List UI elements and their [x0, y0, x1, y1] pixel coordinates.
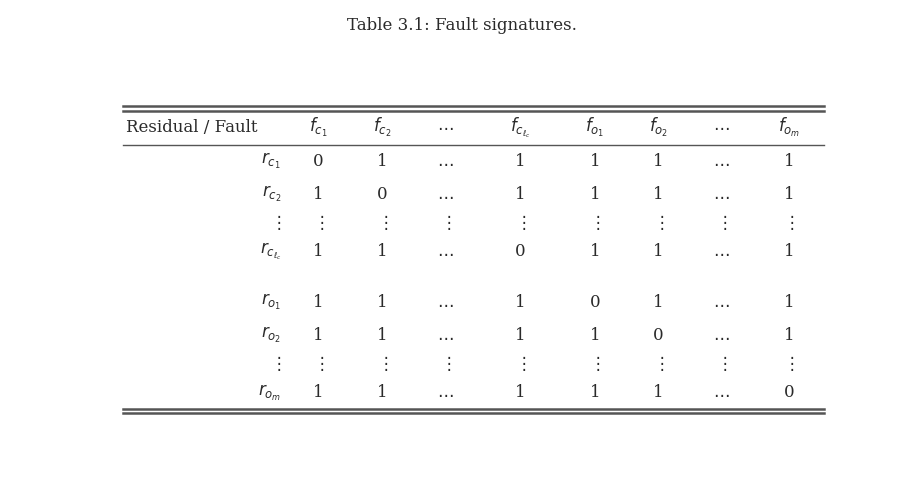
Text: $\cdots$: $\cdots$: [713, 120, 730, 136]
Text: 1: 1: [784, 294, 795, 311]
Text: $\vdots$: $\vdots$: [313, 354, 324, 373]
Text: 0: 0: [590, 294, 601, 311]
Text: $\ldots$: $\ldots$: [437, 185, 454, 203]
Text: 1: 1: [313, 243, 324, 260]
Text: 1: 1: [313, 384, 324, 401]
Text: 1: 1: [590, 243, 601, 260]
Text: Table 3.1: Fault signatures.: Table 3.1: Fault signatures.: [347, 17, 577, 34]
Text: $r_{o_m}$: $r_{o_m}$: [258, 382, 281, 402]
Text: $\vdots$: $\vdots$: [515, 354, 526, 373]
Text: $\ldots$: $\ldots$: [437, 294, 454, 311]
Text: $\ldots$: $\ldots$: [713, 384, 730, 401]
Text: $f_{o_m}$: $f_{o_m}$: [778, 116, 800, 140]
Text: 1: 1: [313, 294, 324, 311]
Text: 1: 1: [653, 243, 663, 260]
Text: $r_{c_{\ell_c}}$: $r_{c_{\ell_c}}$: [260, 241, 281, 262]
Text: $f_{c_2}$: $f_{c_2}$: [372, 116, 392, 140]
Text: $\vdots$: $\vdots$: [716, 213, 727, 232]
Text: 1: 1: [515, 153, 526, 170]
Text: $f_{o_1}$: $f_{o_1}$: [585, 116, 604, 140]
Text: $\vdots$: $\vdots$: [377, 213, 388, 232]
Text: $\ldots$: $\ldots$: [437, 384, 454, 401]
Text: 1: 1: [377, 243, 387, 260]
Text: 0: 0: [377, 185, 387, 203]
Text: $\ldots$: $\ldots$: [713, 153, 730, 170]
Text: $\vdots$: $\vdots$: [313, 213, 324, 232]
Text: $r_{c_2}$: $r_{c_2}$: [261, 184, 281, 204]
Text: 0: 0: [653, 326, 663, 344]
Text: $\vdots$: $\vdots$: [590, 354, 601, 373]
Text: $\vdots$: $\vdots$: [270, 354, 281, 373]
Text: 1: 1: [653, 294, 663, 311]
Text: $\ldots$: $\ldots$: [713, 294, 730, 311]
Text: 1: 1: [784, 243, 795, 260]
Text: 1: 1: [653, 153, 663, 170]
Text: $\ldots$: $\ldots$: [437, 243, 454, 260]
Text: 1: 1: [515, 294, 526, 311]
Text: $\vdots$: $\vdots$: [652, 213, 663, 232]
Text: 1: 1: [784, 326, 795, 344]
Text: $\vdots$: $\vdots$: [440, 354, 451, 373]
Text: $\vdots$: $\vdots$: [377, 354, 388, 373]
Text: 1: 1: [590, 185, 601, 203]
Text: $\cdots$: $\cdots$: [437, 120, 454, 136]
Text: 1: 1: [653, 384, 663, 401]
Text: $\vdots$: $\vdots$: [590, 213, 601, 232]
Text: 0: 0: [313, 153, 324, 170]
Text: $r_{o_1}$: $r_{o_1}$: [261, 292, 281, 313]
Text: 1: 1: [377, 294, 387, 311]
Text: 0: 0: [784, 384, 795, 401]
Text: 1: 1: [313, 326, 324, 344]
Text: $\vdots$: $\vdots$: [716, 354, 727, 373]
Text: 1: 1: [784, 185, 795, 203]
Text: 1: 1: [515, 326, 526, 344]
Text: 1: 1: [377, 384, 387, 401]
Text: $\vdots$: $\vdots$: [515, 213, 526, 232]
Text: $\vdots$: $\vdots$: [784, 354, 795, 373]
Text: 1: 1: [590, 384, 601, 401]
Text: 0: 0: [515, 243, 526, 260]
Text: $\ldots$: $\ldots$: [713, 243, 730, 260]
Text: $\ldots$: $\ldots$: [437, 326, 454, 344]
Text: 1: 1: [515, 185, 526, 203]
Text: $\vdots$: $\vdots$: [440, 213, 451, 232]
Text: 1: 1: [377, 326, 387, 344]
Text: $f_{c_1}$: $f_{c_1}$: [310, 116, 328, 140]
Text: 1: 1: [590, 153, 601, 170]
Text: $\ldots$: $\ldots$: [437, 153, 454, 170]
Text: $\ldots$: $\ldots$: [713, 326, 730, 344]
Text: 1: 1: [784, 153, 795, 170]
Text: 1: 1: [377, 153, 387, 170]
Text: $f_{o_2}$: $f_{o_2}$: [649, 116, 668, 140]
Text: $f_{c_{\ell_c}}$: $f_{c_{\ell_c}}$: [510, 116, 530, 140]
Text: $r_{c_1}$: $r_{c_1}$: [261, 152, 281, 172]
Text: $\vdots$: $\vdots$: [784, 213, 795, 232]
Text: 1: 1: [515, 384, 526, 401]
Text: $r_{o_2}$: $r_{o_2}$: [261, 325, 281, 345]
Text: $\vdots$: $\vdots$: [270, 213, 281, 232]
Text: $\ldots$: $\ldots$: [713, 185, 730, 203]
Text: 1: 1: [313, 185, 324, 203]
Text: 1: 1: [590, 326, 601, 344]
Text: $\vdots$: $\vdots$: [652, 354, 663, 373]
Text: Residual / Fault: Residual / Fault: [126, 120, 257, 136]
Text: 1: 1: [653, 185, 663, 203]
